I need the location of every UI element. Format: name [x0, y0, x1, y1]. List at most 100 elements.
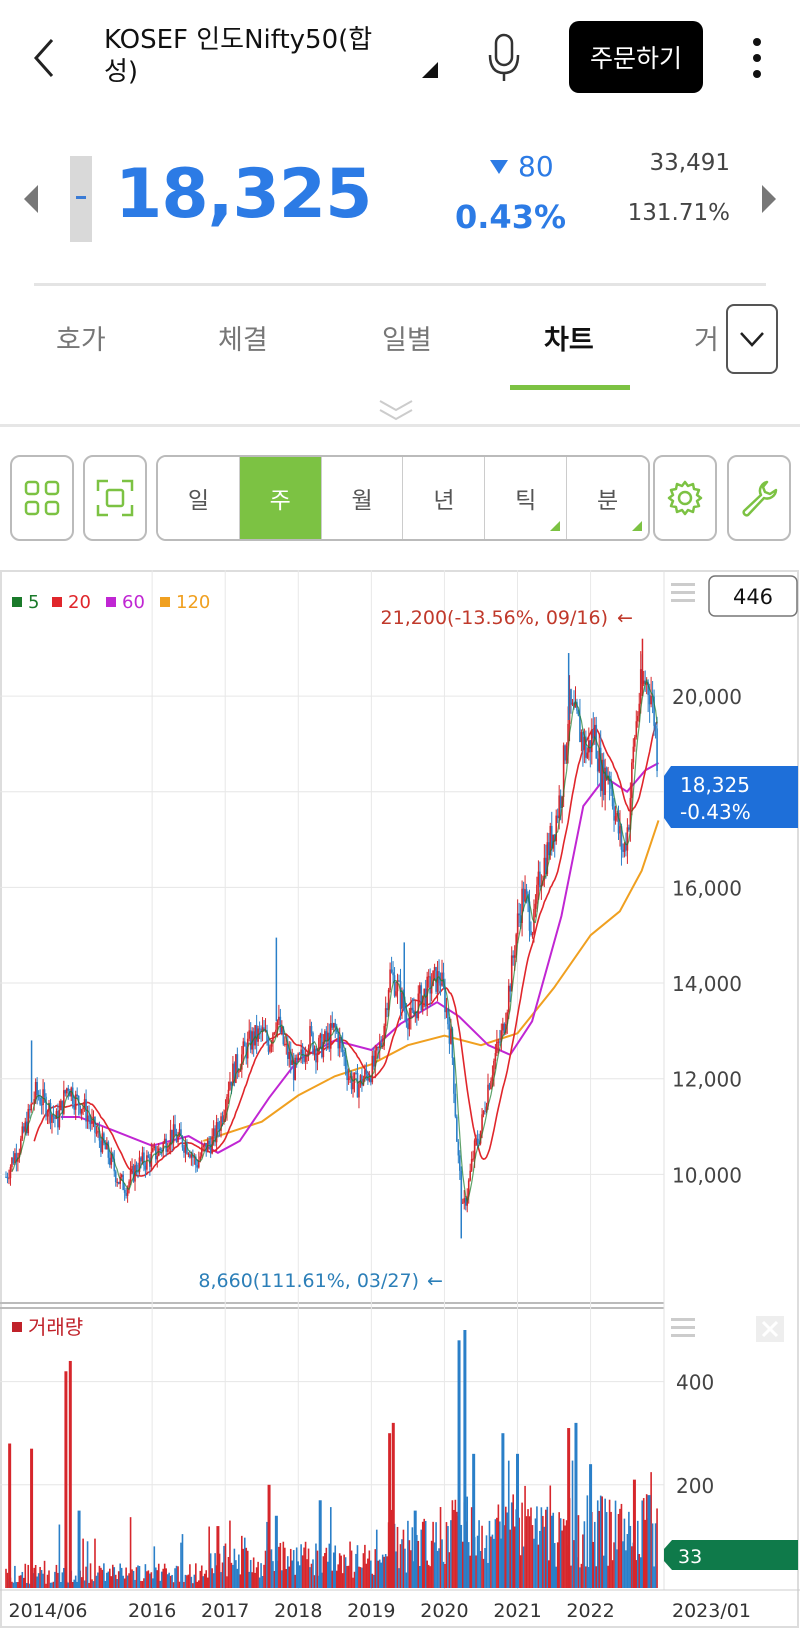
close-pane-icon[interactable] [756, 1316, 784, 1342]
price-pane-menu-icon[interactable] [671, 583, 695, 602]
volume-bar [521, 1502, 523, 1588]
candle-body [128, 1181, 130, 1188]
fullscreen-button[interactable] [83, 455, 147, 541]
period-week[interactable]: 주 [239, 457, 322, 539]
candle-body [83, 1099, 86, 1108]
period-minute[interactable]: 분 [567, 457, 648, 539]
candle-body [451, 1028, 454, 1058]
volume-bar [654, 1523, 657, 1588]
price-chart[interactable]: 5 20 60 120 446 21,200(-13.56%, 09/16) ←… [0, 570, 800, 1629]
volume-bar [241, 1535, 243, 1588]
volume-bar [433, 1542, 436, 1588]
volume-bar [346, 1565, 348, 1588]
volume-bar [15, 1582, 18, 1588]
volume-bar [411, 1527, 414, 1588]
volume-bar [537, 1544, 540, 1588]
candle-body [404, 1007, 406, 1013]
tab-orderbook[interactable]: 호가 [56, 325, 106, 356]
tab-expand-button[interactable] [726, 304, 778, 374]
volume-bar [221, 1562, 224, 1588]
caret-down-icon[interactable] [422, 62, 438, 78]
volume-bar [410, 1550, 412, 1588]
candle-body [593, 724, 596, 739]
next-stock-arrow-icon[interactable] [762, 185, 776, 213]
period-year[interactable]: 년 [403, 457, 486, 539]
candle-body [91, 1118, 93, 1125]
tab-chart[interactable]: 차트 [544, 325, 594, 356]
volume-bar [531, 1525, 534, 1588]
candle-body [426, 976, 428, 1007]
volume-bar [642, 1498, 645, 1588]
tab-executions[interactable]: 체결 [218, 325, 268, 356]
double-chevron-down-icon[interactable] [376, 398, 416, 424]
volume-bar [140, 1580, 142, 1588]
chart-area[interactable]: 5 20 60 120 446 21,200(-13.56%, 09/16) ←… [0, 570, 800, 1629]
period-month[interactable]: 월 [321, 457, 404, 539]
candle-body [416, 1011, 418, 1019]
candle-body [97, 1130, 99, 1133]
volume-bar [166, 1574, 169, 1588]
candle-body [184, 1142, 187, 1153]
volume-bar [375, 1529, 378, 1588]
candle-body [310, 1026, 313, 1033]
tab-daily[interactable]: 일별 [382, 325, 432, 356]
candle-body [63, 1090, 65, 1114]
candle-body [195, 1156, 197, 1166]
volume-pane-menu-icon[interactable] [671, 1318, 695, 1337]
layout-grid-button[interactable] [10, 455, 74, 541]
previous-stock-arrow-icon[interactable] [24, 185, 38, 213]
legend-ma120: 120 [176, 592, 210, 613]
period-day[interactable]: 일 [158, 457, 240, 539]
volume-bar [623, 1518, 626, 1588]
candle-body [564, 745, 566, 761]
voice-search-button[interactable] [480, 30, 528, 86]
period-tick[interactable]: 틱 [485, 457, 568, 539]
candle-body [318, 1037, 320, 1054]
volume-bar-peak [632, 1479, 636, 1588]
tab-more-partial[interactable]: 거 [694, 325, 719, 356]
volume-bar [528, 1516, 531, 1588]
volume-bar [534, 1518, 537, 1588]
volume-bar [429, 1566, 431, 1588]
volume-bar [484, 1548, 486, 1588]
volume-bar [432, 1521, 434, 1588]
volume-bar [496, 1517, 498, 1588]
volume-bar [461, 1541, 464, 1588]
volume-bar [67, 1582, 70, 1588]
grid-icon [24, 480, 60, 516]
candle-body [332, 1023, 335, 1028]
candle-body [98, 1130, 101, 1141]
volume-bar [114, 1574, 117, 1588]
volume-bar [18, 1575, 21, 1588]
candle-body [656, 728, 658, 771]
candle-body [358, 1084, 360, 1098]
back-button[interactable] [22, 30, 66, 86]
settings-button[interactable] [653, 455, 717, 541]
volume-bar [192, 1583, 194, 1588]
legend: 5 20 60 120 [12, 592, 210, 613]
candle-count-box[interactable] [708, 575, 798, 617]
tools-button[interactable] [727, 455, 791, 541]
page-title[interactable]: KOSEF 인도Nifty50(합성) [104, 25, 373, 87]
order-button[interactable]: 주문하기 [569, 21, 703, 93]
volume-bar [513, 1526, 516, 1588]
more-menu-button[interactable] [742, 30, 772, 86]
candle-body [371, 1055, 374, 1083]
volume-bar [438, 1548, 440, 1588]
candle-body [165, 1138, 167, 1152]
volume-bar [239, 1574, 242, 1588]
volume-bar [625, 1550, 627, 1588]
volume-bar [595, 1566, 598, 1588]
volume-bar [404, 1548, 406, 1588]
change-amount: 80 [490, 150, 554, 183]
volume-bar [561, 1530, 563, 1588]
volume-bar [653, 1566, 655, 1588]
volume-bar [507, 1460, 510, 1588]
candle-body [583, 736, 586, 750]
candle-body [393, 975, 396, 996]
candle-body [46, 1113, 49, 1117]
candle-body [650, 695, 652, 705]
volume-bar [555, 1566, 558, 1588]
volume-bar [24, 1563, 27, 1588]
